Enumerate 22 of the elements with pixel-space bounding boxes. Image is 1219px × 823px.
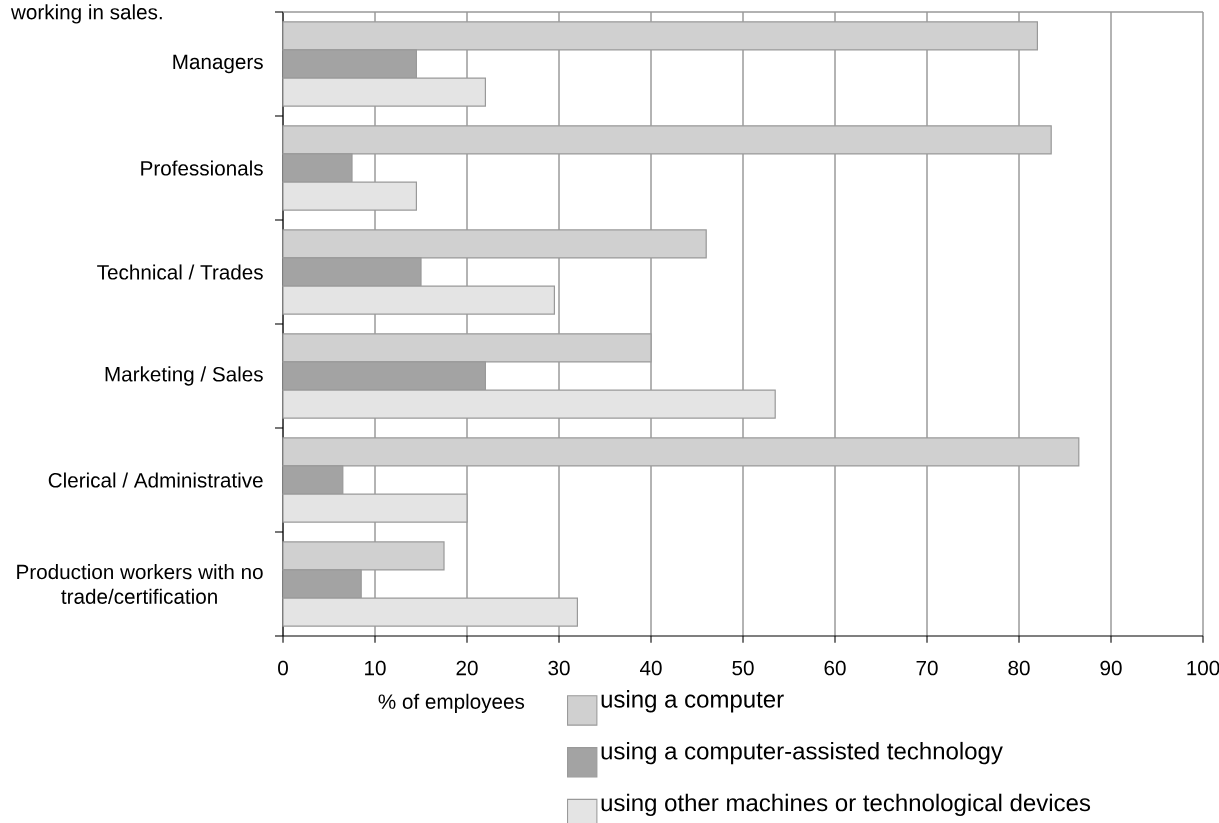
x-tick-label: 70 [916,660,938,676]
y-tick-label: Clerical / Administrative [48,472,263,488]
y-tick-label: Production workers with no trade/certification [17,564,263,604]
legend-label: using a computer-assisted technology [601,741,1003,765]
x-tick-label: 30 [548,660,570,676]
x-axis-title: % of employees [378,693,525,714]
x-tick-label: 0 [278,660,288,676]
y-tick-label: Technical / Trades [97,264,263,280]
x-tick-label: 60 [824,660,846,676]
y-tick-label: Marketing / Sales [105,366,263,386]
x-tick-label: 40 [639,660,662,676]
x-tick-label: 100 [1187,660,1219,676]
legend-label: using other machines or technological devices [601,793,1091,817]
legend-label: using a computer [601,690,784,713]
x-tick-label: 10 [365,660,386,676]
y-tick-label: Professionals [141,160,263,176]
x-tick-label: 20 [456,660,478,676]
x-tick-label: 50 [732,660,754,676]
x-tick-label: 80 [1008,660,1030,676]
x-tick-label: 90 [1100,660,1122,676]
text: working in sales. [10,4,162,24]
y-tick-label: Managers [173,54,263,74]
